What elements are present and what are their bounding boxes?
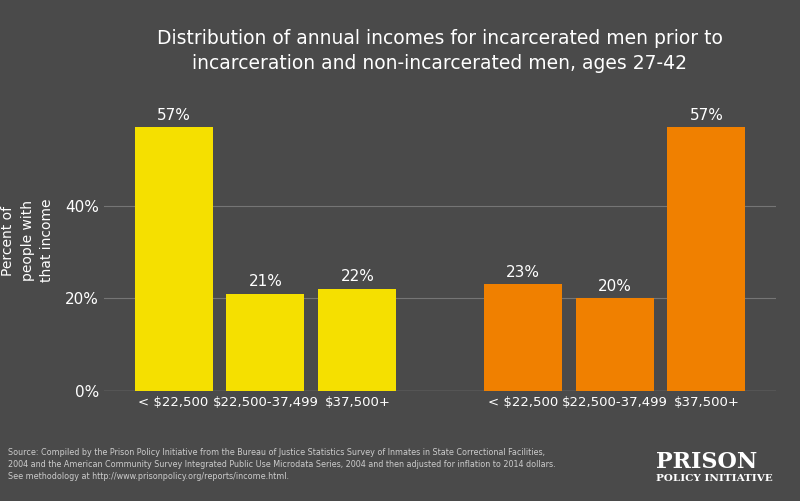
Text: 57%: 57% (690, 108, 723, 123)
Title: Distribution of annual incomes for incarcerated men prior to
incarceration and n: Distribution of annual incomes for incar… (157, 30, 723, 73)
Text: 22%: 22% (340, 270, 374, 285)
Text: 57%: 57% (157, 108, 190, 123)
Bar (226, 294, 305, 391)
Text: 21%: 21% (249, 274, 282, 289)
Bar (667, 127, 746, 391)
Bar (134, 127, 213, 391)
Text: POLICY INITIATIVE: POLICY INITIATIVE (656, 474, 773, 483)
Text: 23%: 23% (506, 265, 540, 280)
Bar (484, 285, 562, 391)
Text: Source: Compiled by the Prison Policy Initiative from the Bureau of Justice Stat: Source: Compiled by the Prison Policy In… (8, 448, 556, 481)
Text: 20%: 20% (598, 279, 631, 294)
Text: PRISON: PRISON (656, 451, 758, 473)
Bar (575, 298, 654, 391)
Y-axis label: Percent of
people with
that income: Percent of people with that income (1, 199, 54, 282)
Bar (318, 289, 396, 391)
